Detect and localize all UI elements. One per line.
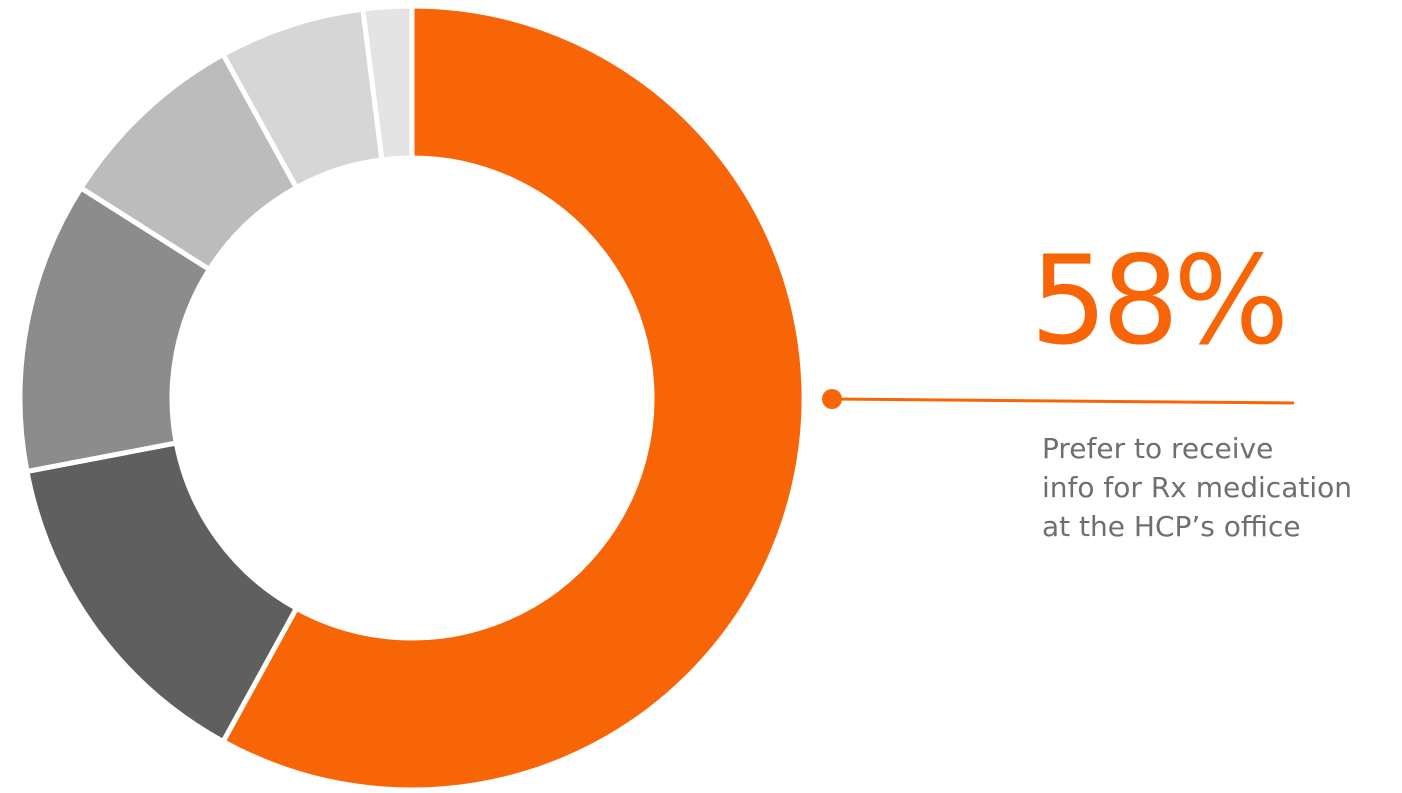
callout-leader-dot — [822, 389, 842, 409]
callout-leader-line — [831, 397, 1295, 405]
donut-slice-1 — [219, 3, 807, 793]
callout-caption: Prefer to receive info for Rx medication… — [1042, 429, 1392, 546]
callout-caption-line: info for Rx medication — [1042, 471, 1352, 504]
donut-slice-6 — [360, 3, 415, 163]
donut-slices — [17, 3, 807, 793]
callout-caption-line: Prefer to receive — [1042, 432, 1274, 465]
callout-value: 58% — [1030, 230, 1289, 372]
callout-caption-line: at the HCP’s office — [1042, 510, 1301, 543]
